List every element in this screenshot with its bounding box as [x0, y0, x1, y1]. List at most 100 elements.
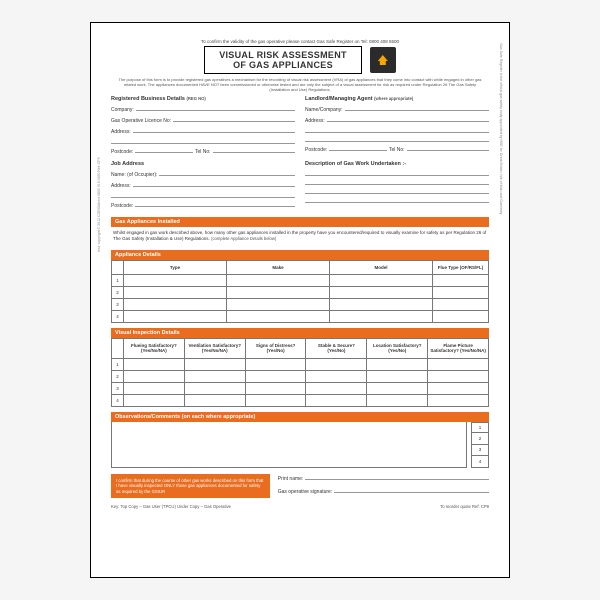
table-cell[interactable]	[245, 382, 306, 394]
tel-label-1: Tel No:	[195, 149, 211, 155]
job-address-field[interactable]: Address:	[111, 181, 295, 189]
table-cell[interactable]	[433, 274, 489, 286]
table-row: 1	[112, 358, 489, 370]
row-number: 3	[112, 382, 124, 394]
table-cell[interactable]	[433, 298, 489, 310]
table-cell[interactable]	[367, 358, 428, 370]
inspection-table: Flueing Satisfactory? (Yes/No/NA)Ventila…	[111, 338, 489, 407]
installed-note: (complete Appliance Details below)	[211, 236, 276, 241]
table-cell[interactable]	[227, 310, 330, 322]
table-cell[interactable]	[428, 382, 489, 394]
licence-label: Gas Operative Licence No:	[111, 118, 171, 124]
table-cell[interactable]	[367, 382, 428, 394]
desc-field-1[interactable]	[305, 170, 489, 176]
table-cell[interactable]	[428, 358, 489, 370]
table-row: 2	[112, 286, 489, 298]
table-cell[interactable]	[124, 358, 185, 370]
print-name-field[interactable]: Print name:	[278, 474, 489, 482]
landlord-address-field-c[interactable]	[305, 136, 489, 142]
landlord-address-field[interactable]: Address:	[305, 116, 489, 124]
table-cell[interactable]	[124, 298, 227, 310]
job-address-field-b[interactable]	[111, 192, 295, 198]
insp-col-header: Location Satisfactory? (Yes/No)	[367, 338, 428, 358]
table-cell[interactable]	[330, 274, 433, 286]
insp-col-header: Stable & Secure? (Yes/No)	[306, 338, 367, 358]
appl-col-header: Flue Type (OF/RS/FL)	[433, 260, 489, 274]
table-row: 2	[112, 370, 489, 382]
obs-number: 4	[471, 456, 489, 468]
row-number: 2	[112, 370, 124, 382]
table-cell[interactable]	[184, 370, 245, 382]
occupier-label: Name: (of Occupier):	[111, 172, 157, 178]
table-cell[interactable]	[245, 394, 306, 406]
table-cell[interactable]	[428, 370, 489, 382]
desc-field-4[interactable]	[305, 197, 489, 203]
licence-field[interactable]: Gas Operative Licence No:	[111, 116, 295, 124]
address-label-2: Address:	[305, 118, 325, 124]
table-cell[interactable]	[330, 310, 433, 322]
address-label-3: Address:	[111, 183, 131, 189]
title-box: VISUAL RISK ASSESSMENT OF GAS APPLIANCES	[204, 46, 362, 74]
table-row: 3	[112, 382, 489, 394]
table-cell[interactable]	[124, 274, 227, 286]
table-cell[interactable]	[124, 382, 185, 394]
appl-col-header	[112, 260, 124, 274]
top-note: To confirm the validity of the gas opera…	[111, 39, 489, 44]
table-cell[interactable]	[330, 298, 433, 310]
address-field-1b[interactable]	[111, 138, 295, 144]
postcode-tel-2[interactable]: Postcode:Tel No:	[305, 145, 489, 153]
table-cell[interactable]	[124, 370, 185, 382]
table-cell[interactable]	[245, 370, 306, 382]
name-company-label: Name/Company:	[305, 107, 343, 113]
row-number: 4	[112, 394, 124, 406]
table-cell[interactable]	[184, 382, 245, 394]
confirm-box: I confirm that during the course of othe…	[111, 474, 270, 499]
appl-col-header: Type	[124, 260, 227, 274]
landlord-name-field[interactable]: Name/Company:	[305, 105, 489, 113]
table-cell[interactable]	[227, 286, 330, 298]
insp-col-header: Flame Picture Satisfactory? (Yes/No/NA)	[428, 338, 489, 358]
table-cell[interactable]	[245, 358, 306, 370]
table-cell[interactable]	[227, 298, 330, 310]
table-cell[interactable]	[330, 286, 433, 298]
table-cell[interactable]	[124, 310, 227, 322]
details-row-2: Job Address Name: (of Occupier): Address…	[111, 161, 489, 212]
table-row: 4	[112, 394, 489, 406]
footer-left: Key: Top Copy – Gas User (TPCU) Under Co…	[111, 504, 231, 509]
observations-box[interactable]	[111, 422, 467, 468]
table-cell[interactable]	[367, 394, 428, 406]
table-cell[interactable]	[306, 370, 367, 382]
table-cell[interactable]	[124, 286, 227, 298]
table-cell[interactable]	[433, 310, 489, 322]
postcode-label-1: Postcode:	[111, 149, 133, 155]
table-cell[interactable]	[184, 394, 245, 406]
company-label: Company:	[111, 107, 134, 113]
table-cell[interactable]	[428, 394, 489, 406]
obs-number: 1	[471, 422, 489, 434]
side-text-right: Gas Safe Register is the official gas sa…	[499, 43, 503, 214]
table-cell[interactable]	[306, 358, 367, 370]
table-cell[interactable]	[227, 274, 330, 286]
postcode-label-3: Postcode:	[111, 203, 133, 209]
table-cell[interactable]	[184, 358, 245, 370]
company-field[interactable]: Company:	[111, 105, 295, 113]
address-field-1[interactable]: Address:	[111, 127, 295, 135]
table-cell[interactable]	[306, 382, 367, 394]
table-cell[interactable]	[124, 394, 185, 406]
signature-label: Gas operative signature:	[278, 489, 332, 495]
table-cell[interactable]	[433, 286, 489, 298]
table-cell[interactable]	[306, 394, 367, 406]
signature-field[interactable]: Gas operative signature:	[278, 487, 489, 495]
row-number: 1	[112, 358, 124, 370]
row-number: 2	[112, 286, 124, 298]
job-postcode-field[interactable]: Postcode:	[111, 201, 295, 209]
postcode-tel-1[interactable]: Postcode: Tel No:	[111, 147, 295, 155]
title-row: VISUAL RISK ASSESSMENT OF GAS APPLIANCES	[111, 46, 489, 74]
landlord-address-field-b[interactable]	[305, 127, 489, 133]
desc-field-2[interactable]	[305, 179, 489, 185]
desc-field-3[interactable]	[305, 188, 489, 194]
occupier-field[interactable]: Name: (of Occupier):	[111, 170, 295, 178]
table-cell[interactable]	[367, 370, 428, 382]
confirm-row: I confirm that during the course of othe…	[111, 474, 489, 499]
obs-number: 3	[471, 445, 489, 457]
